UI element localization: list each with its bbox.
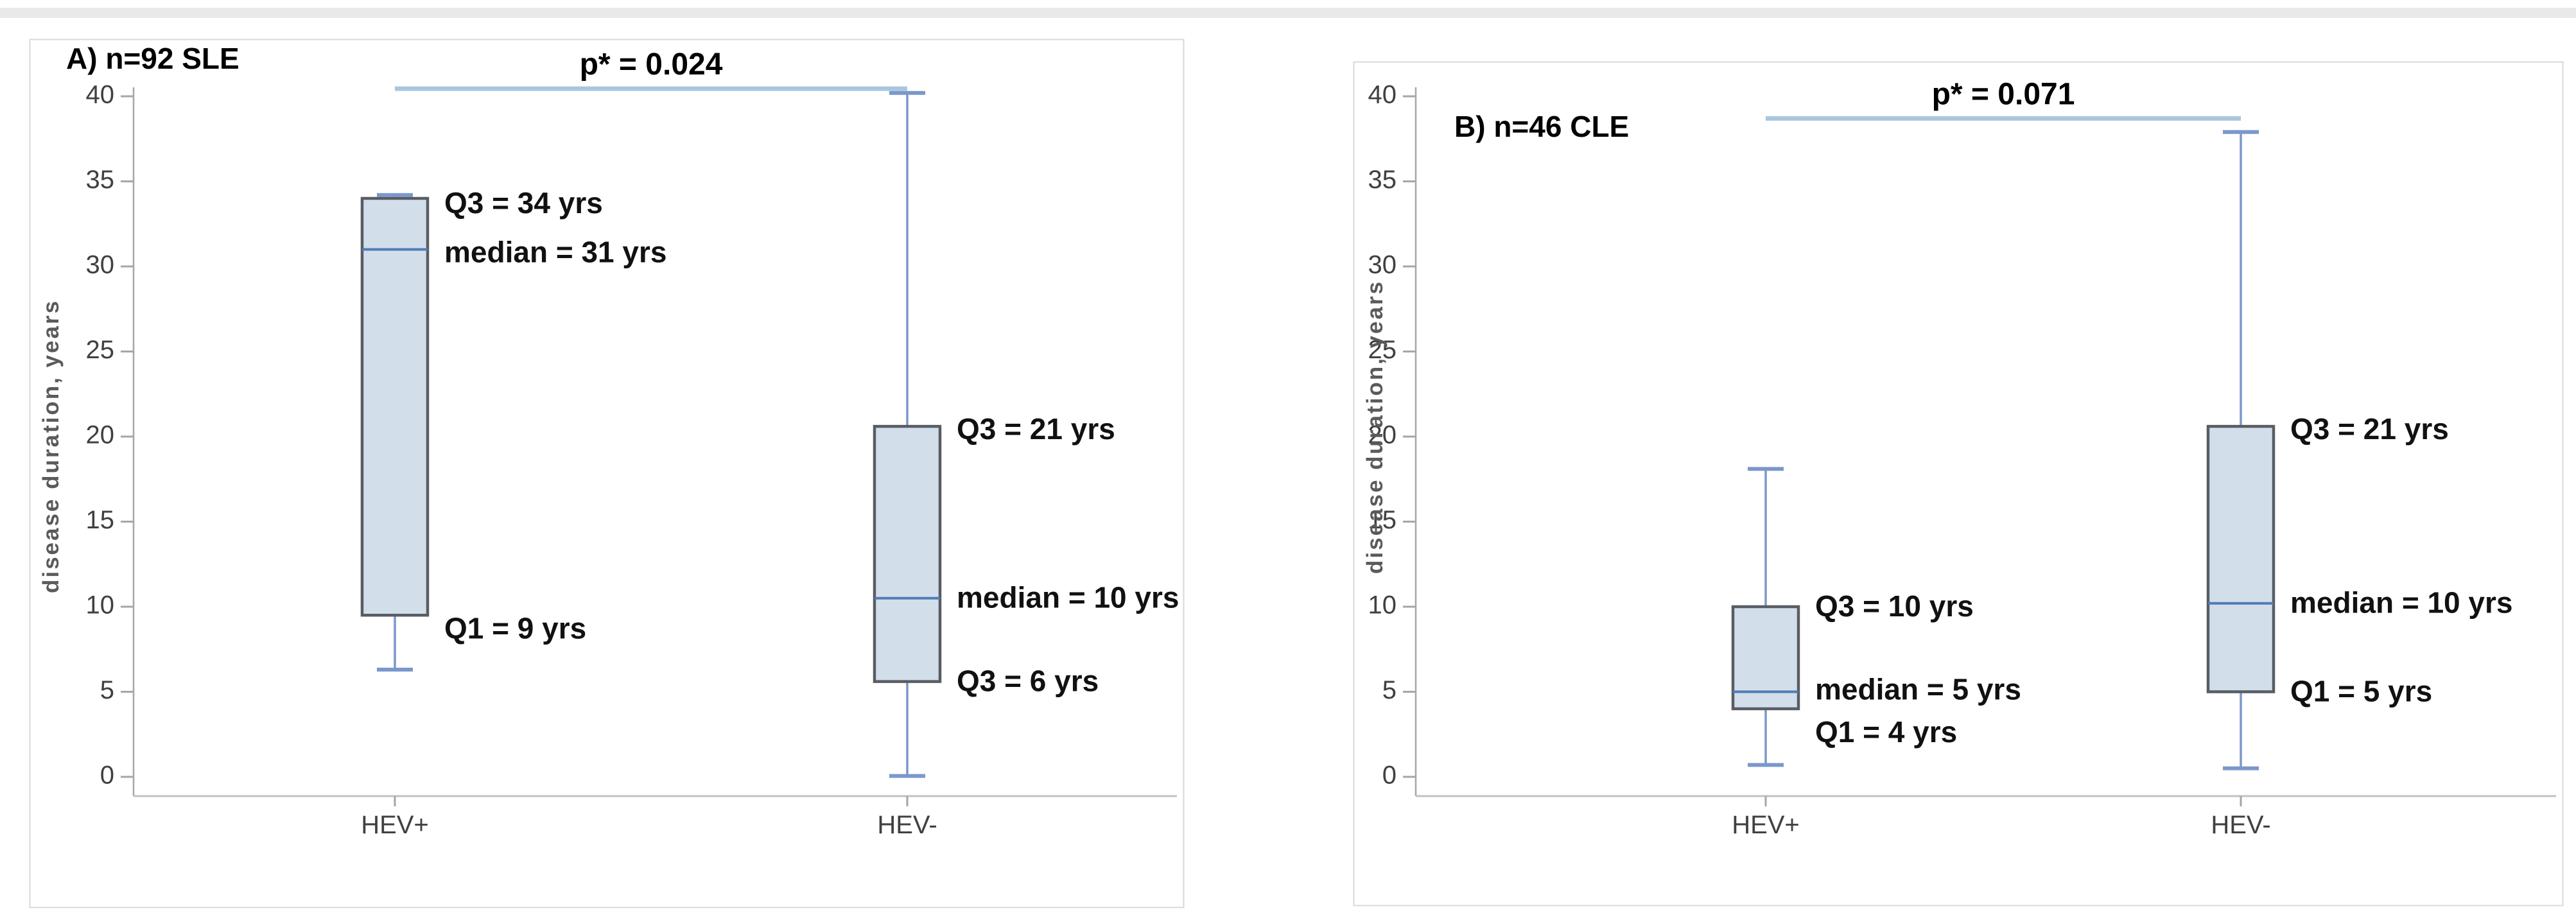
panel-b-y-tick-label: 25	[1368, 336, 1397, 364]
panel-b-box-hev-minus-annotation-0: Q3 = 21 yrs	[2290, 412, 2449, 446]
panel-a-box-hev-plus	[360, 196, 430, 617]
panel-b-border	[1353, 61, 2564, 907]
panel-a-border	[29, 39, 1185, 908]
panel-a-box-hev-minus-annotation-2: Q3 = 6 yrs	[957, 664, 1099, 697]
panel-a-y-tick-label: 30	[86, 251, 115, 279]
panel-b-box-hev-minus	[2206, 424, 2276, 693]
panel-a-x-label-hev-minus: HEV-	[877, 811, 937, 839]
panel-b-y-tick-label: 15	[1368, 506, 1397, 534]
panel-a-box-hev-minus-annotation-0: Q3 = 21 yrs	[957, 412, 1115, 446]
panel-a-chart-svg: 0 5 10 15 20 25 30 35 40 HEV+ HEV- Q3 = 34 yrs media…	[29, 39, 1185, 908]
panel-a-p-value-label: p* = 0.024	[580, 48, 723, 82]
panel-b-y-tick-label: 35	[1368, 166, 1397, 194]
panel-a-box-hev-plus-annotation-0: Q3 = 34 yrs	[444, 186, 603, 220]
figure-panel-b: 0 5 10 15 20 25 30 35 40 HEV+ HEV- Q3 = 10 yrs media…	[1353, 61, 2564, 907]
panel-b-y-axis-label: disease duration, years	[1362, 279, 1388, 575]
panel-a-y-tick-label: 20	[86, 421, 115, 449]
panel-b-box-hev-minus-annotation-1: median = 10 yrs	[2290, 586, 2512, 620]
panel-a-y-tick-label: 40	[86, 81, 115, 109]
panel-a-y-tick-label: 25	[86, 336, 115, 364]
panel-b-box-hev-plus-annotation-0: Q3 = 10 yrs	[1815, 589, 1974, 623]
panel-b-box-hev-plus	[1731, 605, 1800, 711]
panel-b-chart-svg: 0 5 10 15 20 25 30 35 40 HEV+ HEV- Q3 = 10 yrs media…	[1353, 61, 2564, 907]
screenshot-top-edge	[0, 8, 2576, 18]
panel-a-box-hev-plus-annotation-2: Q1 = 9 yrs	[444, 611, 586, 645]
panel-b-y-tick-label: 10	[1368, 591, 1397, 620]
panel-b-box-hev-plus-annotation-1: median = 5 yrs	[1815, 673, 2021, 706]
panel-a-box-hev-plus-annotation-1: median = 31 yrs	[444, 236, 666, 269]
panel-b-y-tick-label: 40	[1368, 81, 1397, 109]
panel-b-y-tick-label: 20	[1368, 421, 1397, 449]
panel-b-y-tick-label: 30	[1368, 251, 1397, 279]
panel-b-title: B) n=46 CLE	[1454, 110, 1630, 143]
panel-a-y-tick-label: 10	[86, 591, 115, 620]
panel-a-y-tick-label: 0	[100, 761, 114, 790]
figure-panel-a: 0 5 10 15 20 25 30 35 40 HEV+ HEV- Q3 = 34 yrs media…	[29, 39, 1185, 908]
panel-b-x-label-hev-minus: HEV-	[2211, 811, 2270, 839]
panel-a-box-hev-minus	[873, 424, 942, 683]
panel-b-x-label-hev-plus: HEV+	[1732, 811, 1800, 839]
panel-a-title: A) n=92 SLE	[66, 42, 239, 75]
panel-a-y-tick-label: 15	[86, 506, 115, 534]
panel-b-y-tick-label: 5	[1382, 676, 1397, 704]
panel-b-p-value-label: p* = 0.071	[1932, 77, 2075, 111]
panel-a-x-label-hev-plus: HEV+	[361, 811, 429, 839]
panel-a-box-hev-minus-annotation-1: median = 10 yrs	[957, 581, 1179, 614]
panel-a-y-tick-label: 5	[100, 676, 114, 704]
panel-b-box-hev-plus-annotation-2: Q1 = 4 yrs	[1815, 715, 1957, 749]
panel-b-y-tick-label: 0	[1382, 761, 1397, 790]
panel-a-y-tick-label: 35	[86, 166, 115, 194]
panel-a-y-axis-label: disease duration, years	[39, 299, 64, 594]
panel-b-box-hev-minus-annotation-2: Q1 = 5 yrs	[2290, 674, 2432, 707]
